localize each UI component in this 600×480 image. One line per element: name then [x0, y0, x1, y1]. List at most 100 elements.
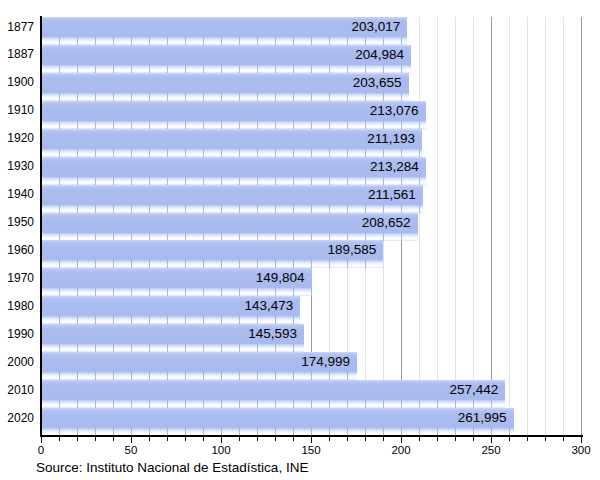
- bar-value-label: 211,561: [368, 185, 423, 205]
- y-axis-line: [40, 16, 42, 436]
- bar-body: 257,442: [42, 380, 505, 400]
- x-axis-tick: [77, 437, 78, 442]
- x-axis-tick: [257, 437, 258, 442]
- y-axis-label: 2010: [0, 384, 34, 397]
- gridline-minor: [527, 17, 528, 436]
- bar-value-label: 213,284: [370, 157, 426, 177]
- bar-gloss-band: [42, 177, 426, 185]
- bar-value-label: 211,193: [367, 129, 422, 149]
- bar-body: 203,655: [42, 73, 409, 93]
- x-axis-tick: [149, 437, 150, 442]
- x-axis-tick: [347, 437, 348, 442]
- y-axis-label: 1970: [0, 272, 34, 285]
- y-axis-label: 1930: [0, 160, 34, 173]
- bar-value-label: 203,017: [352, 17, 408, 37]
- x-axis-tick: [581, 437, 582, 443]
- gridline-major: [491, 17, 492, 436]
- gridline-minor: [473, 17, 474, 436]
- bar-value-label: 174,999: [301, 352, 357, 372]
- bar-gloss-band: [42, 205, 423, 213]
- x-axis-tick: [131, 437, 132, 443]
- y-axis-label: 1910: [0, 104, 34, 117]
- y-axis-label: 1877: [0, 21, 34, 34]
- x-axis-tick: [311, 437, 312, 443]
- gridline-minor: [437, 17, 438, 436]
- y-axis-label: 1920: [0, 132, 34, 145]
- x-axis-tick-label: 50: [125, 444, 138, 457]
- gridline-minor: [509, 17, 510, 436]
- x-axis-tick: [185, 437, 186, 442]
- bar-gloss-band: [42, 372, 357, 380]
- bar-gloss-band: [42, 233, 418, 241]
- gridline-major: [581, 17, 582, 436]
- gridline-minor: [455, 17, 456, 436]
- bar-body: 203,017: [42, 17, 407, 37]
- x-axis-tick: [473, 437, 474, 442]
- gridline-minor: [563, 17, 564, 436]
- bar-row: 261,995: [42, 408, 514, 436]
- bar-row: 203,655: [42, 73, 409, 101]
- bar-body: 174,999: [42, 352, 357, 372]
- bar-gloss-band: [42, 149, 422, 157]
- bar-body: 213,284: [42, 157, 426, 177]
- y-axis-label: 1980: [0, 300, 34, 313]
- bar-value-label: 189,585: [327, 240, 383, 260]
- bar-value-label: 257,442: [450, 380, 506, 400]
- x-axis-tick: [167, 437, 168, 442]
- x-axis-line: [40, 435, 583, 437]
- x-axis-tick: [509, 437, 510, 442]
- x-axis-tick: [275, 437, 276, 442]
- bar-gloss-band: [42, 344, 304, 352]
- gridline-minor: [545, 17, 546, 436]
- bar-gloss-band: [42, 93, 409, 101]
- y-axis-label: 1950: [0, 216, 34, 229]
- bar-body: 149,804: [42, 268, 312, 288]
- y-axis-label: 1940: [0, 188, 34, 201]
- bar-body: 204,984: [42, 45, 411, 65]
- bar-body: 208,652: [42, 213, 418, 233]
- bar-row: 257,442: [42, 380, 505, 408]
- x-axis-tick: [293, 437, 294, 442]
- bar-gloss-band: [42, 65, 411, 73]
- x-axis-tick-label: 150: [301, 444, 320, 457]
- y-axis-label: 1887: [0, 48, 34, 61]
- bar-gloss-band: [42, 400, 505, 408]
- bar-row: 211,561: [42, 185, 423, 213]
- bar-value-label: 149,804: [256, 268, 312, 288]
- bar-row: 213,076: [42, 101, 426, 129]
- bar-row: 149,804: [42, 268, 312, 296]
- x-axis-tick: [419, 437, 420, 442]
- bar-row: 204,984: [42, 45, 411, 73]
- x-axis-tick: [203, 437, 204, 442]
- x-axis-tick: [455, 437, 456, 442]
- x-axis-tick: [329, 437, 330, 442]
- bar-row: 145,593: [42, 324, 304, 352]
- x-axis-tick-label: 100: [211, 444, 230, 457]
- x-axis-tick: [491, 437, 492, 443]
- x-axis-tick-label: 200: [391, 444, 410, 457]
- bar-body: 189,585: [42, 240, 383, 260]
- x-axis-tick-label: 250: [481, 444, 500, 457]
- x-axis-tick: [59, 437, 60, 442]
- bar-value-label: 145,593: [248, 324, 304, 344]
- bar-value-label: 213,076: [370, 101, 426, 121]
- bar-gloss-band: [42, 37, 407, 45]
- source-caption: Source: Instituto Nacional de Estadístic…: [36, 460, 308, 475]
- bar-body: 211,561: [42, 185, 423, 205]
- bar-value-label: 203,655: [353, 73, 409, 93]
- bar-gloss-band: [42, 316, 300, 324]
- bar-value-label: 208,652: [362, 213, 418, 233]
- bar-row: 211,193: [42, 129, 422, 157]
- gridline-minor: [419, 17, 420, 436]
- bar-row: 203,017: [42, 17, 407, 45]
- bar-value-label: 204,984: [355, 45, 411, 65]
- y-axis-label: 2000: [0, 356, 34, 369]
- y-axis-label: 2020: [0, 412, 34, 425]
- x-axis-tick: [527, 437, 528, 442]
- x-axis-tick-label: 0: [38, 444, 44, 457]
- bar-gloss-band: [42, 260, 383, 268]
- bar-value-label: 261,995: [458, 408, 514, 428]
- bar-row: 174,999: [42, 352, 357, 380]
- y-axis-label: 1990: [0, 328, 34, 341]
- x-axis-tick: [95, 437, 96, 442]
